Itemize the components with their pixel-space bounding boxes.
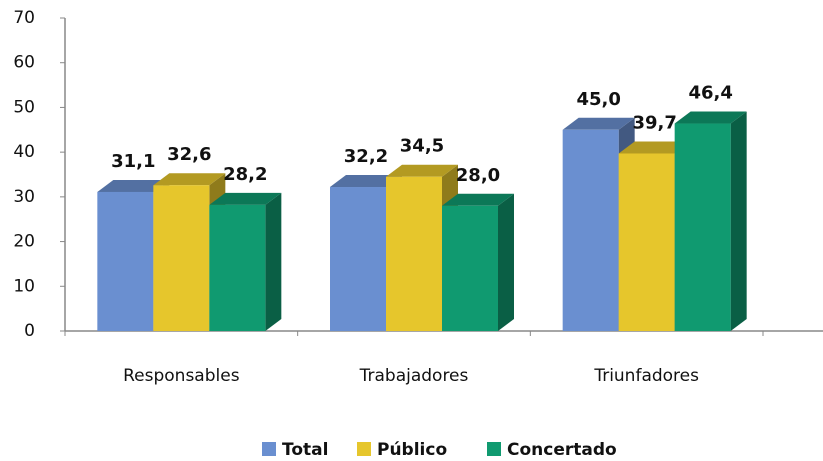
bar	[386, 176, 442, 331]
value-label: 32,6	[167, 144, 211, 165]
y-tick-label: 40	[13, 142, 35, 162]
bar	[442, 205, 498, 331]
bar	[674, 123, 731, 331]
bar-side	[265, 192, 282, 331]
bar-top	[209, 192, 282, 205]
bar-top	[153, 173, 226, 186]
bar-top	[97, 179, 170, 192]
y-tick-label: 20	[13, 232, 35, 252]
value-label: 46,4	[688, 83, 732, 104]
legend-label: Concertado	[507, 440, 617, 460]
value-label: 28,2	[223, 164, 267, 185]
value-label: 31,1	[111, 151, 155, 172]
value-label: 32,2	[344, 146, 388, 167]
bar-side	[730, 111, 747, 331]
bar	[562, 129, 619, 331]
bar	[97, 191, 154, 331]
value-label: 34,5	[400, 136, 444, 157]
y-tick-label: 70	[13, 8, 35, 28]
legend-label: Total	[282, 440, 328, 460]
value-label: 39,7	[632, 112, 676, 133]
value-label: 28,0	[456, 165, 500, 186]
legend-swatch	[357, 442, 371, 456]
y-tick-label: 30	[13, 187, 35, 207]
bar-top	[562, 117, 635, 130]
x-tick-label: Trabajadores	[359, 366, 469, 386]
bar-side	[498, 193, 514, 331]
bar-top	[442, 193, 514, 206]
y-tick-label: 10	[13, 276, 35, 296]
y-tick-label: 60	[13, 53, 35, 73]
bar-top	[618, 141, 691, 154]
bar-top	[674, 111, 747, 124]
value-label: 45,0	[576, 89, 620, 110]
bar	[209, 204, 266, 331]
x-tick-label: Responsables	[123, 366, 240, 386]
bar	[330, 187, 386, 331]
legend-swatch	[487, 442, 501, 456]
bar-top	[386, 164, 458, 177]
bar	[153, 185, 210, 331]
legend-label: Público	[377, 440, 447, 460]
legend-swatch	[262, 442, 276, 456]
x-tick-label: Triunfadores	[593, 366, 699, 386]
y-tick-label: 0	[24, 321, 35, 341]
y-tick-label: 50	[13, 97, 35, 117]
bar	[618, 153, 675, 331]
bar-top	[330, 175, 402, 188]
